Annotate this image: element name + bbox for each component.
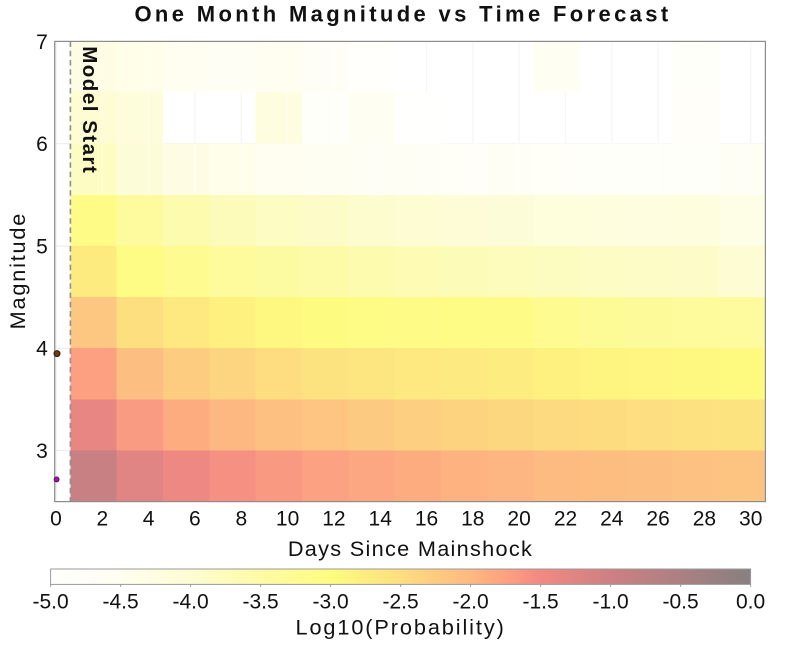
svg-text:-3.0: -3.0 <box>313 591 349 614</box>
svg-text:8: 8 <box>235 508 247 531</box>
svg-text:10: 10 <box>276 508 299 531</box>
svg-text:-5.0: -5.0 <box>33 591 69 614</box>
svg-text:5: 5 <box>36 235 48 258</box>
svg-text:22: 22 <box>554 508 577 531</box>
svg-text:2: 2 <box>96 508 108 531</box>
svg-text:20: 20 <box>507 508 530 531</box>
svg-text:-4.5: -4.5 <box>103 591 139 614</box>
svg-text:28: 28 <box>693 508 716 531</box>
svg-text:Model Start: Model Start <box>78 46 101 174</box>
svg-text:-1.5: -1.5 <box>523 591 559 614</box>
svg-text:0.0: 0.0 <box>736 591 765 614</box>
svg-text:18: 18 <box>461 508 484 531</box>
svg-text:Log10(Probability): Log10(Probability) <box>295 614 505 639</box>
svg-text:14: 14 <box>369 508 393 531</box>
svg-text:24: 24 <box>600 508 624 531</box>
svg-text:4: 4 <box>143 508 155 531</box>
svg-text:-3.5: -3.5 <box>243 591 279 614</box>
svg-text:12: 12 <box>322 508 345 531</box>
svg-text:7: 7 <box>36 31 48 54</box>
svg-text:-2.5: -2.5 <box>383 591 419 614</box>
svg-text:-1.0: -1.0 <box>593 591 629 614</box>
svg-text:Magnitude: Magnitude <box>5 212 30 329</box>
svg-text:-0.5: -0.5 <box>663 591 699 614</box>
svg-text:26: 26 <box>646 508 669 531</box>
svg-text:6: 6 <box>36 133 48 156</box>
svg-text:One Month Magnitude vs Time Fo: One Month Magnitude vs Time Forecast <box>134 1 671 26</box>
svg-text:6: 6 <box>189 508 201 531</box>
svg-text:4: 4 <box>36 338 48 361</box>
svg-text:-2.0: -2.0 <box>453 591 489 614</box>
svg-text:3: 3 <box>36 440 48 463</box>
svg-text:30: 30 <box>739 508 762 531</box>
svg-text:0: 0 <box>50 508 62 531</box>
svg-text:-4.0: -4.0 <box>173 591 209 614</box>
svg-text:Days Since Mainshock: Days Since Mainshock <box>288 536 533 561</box>
svg-text:16: 16 <box>415 508 438 531</box>
